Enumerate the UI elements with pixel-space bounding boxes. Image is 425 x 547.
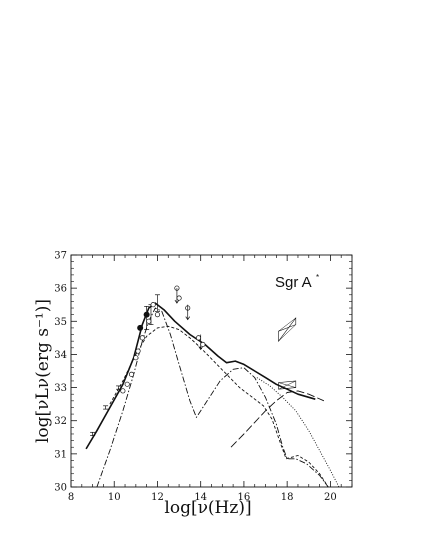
y-tick-label: 30 <box>54 483 67 494</box>
open-data-point <box>135 348 141 354</box>
curve-dotted <box>256 377 340 488</box>
x-tick-label: 16 <box>238 492 251 503</box>
xray-bowtie-diagonal <box>278 324 296 342</box>
y-axis-title: log[νLν(erg s⁻¹)] <box>33 299 53 443</box>
curve-solid-thick <box>85 302 316 450</box>
y-tick-label: 32 <box>54 416 67 427</box>
filled-data-point <box>137 324 144 331</box>
open-data-point <box>176 295 182 301</box>
model-curves <box>85 302 340 488</box>
open-data-point <box>120 388 126 394</box>
axis-labels: 8 10 12 14 16 18 20 30 31 32 33 34 35 36 37 <box>54 251 336 504</box>
y-tick-label: 31 <box>54 449 67 460</box>
open-data-point <box>200 341 206 348</box>
y-tick-label: 35 <box>54 317 67 328</box>
x-tick-label: 8 <box>68 492 74 503</box>
xray-bowtie-diagonal <box>278 317 296 332</box>
upper-limit-arrowhead <box>174 299 180 304</box>
open-data-point <box>139 335 145 341</box>
open-data-point <box>195 335 202 341</box>
x-tick-label: 18 <box>281 492 294 503</box>
y-tick-label: 33 <box>54 383 67 394</box>
x-tick-label: 12 <box>151 492 164 503</box>
open-data-point <box>133 355 139 361</box>
open-data-point <box>154 312 161 318</box>
source-annotation: Sgr A * <box>275 273 319 291</box>
open-data-point <box>128 371 135 377</box>
xray-bowtie-diagonal <box>278 382 296 388</box>
upper-limit-arrowhead <box>198 346 203 351</box>
xray-bowtie <box>278 317 297 343</box>
x-tick-label: 10 <box>108 492 121 503</box>
filled-data-point <box>143 311 150 318</box>
source-label-superscript: * <box>316 273 319 282</box>
curve-dash-dot <box>96 307 329 488</box>
y-tick-label: 36 <box>54 284 67 295</box>
open-data-point <box>146 318 152 324</box>
x-tick-label: 14 <box>194 492 207 503</box>
curve-dashed <box>109 325 329 488</box>
open-data-point <box>150 302 156 308</box>
x-tick-label: 20 <box>324 492 337 503</box>
upper-limit-arrowhead <box>185 316 191 321</box>
open-data-point <box>124 381 130 387</box>
y-tick-label: 37 <box>54 251 67 262</box>
source-label: Sgr A <box>275 274 312 291</box>
observed-data <box>90 285 297 436</box>
x-axis-title: log[ν(Hz)] <box>164 498 251 518</box>
axis-ticks <box>70 254 353 488</box>
y-tick-label: 34 <box>54 350 67 361</box>
curve-long-dash <box>230 390 325 448</box>
